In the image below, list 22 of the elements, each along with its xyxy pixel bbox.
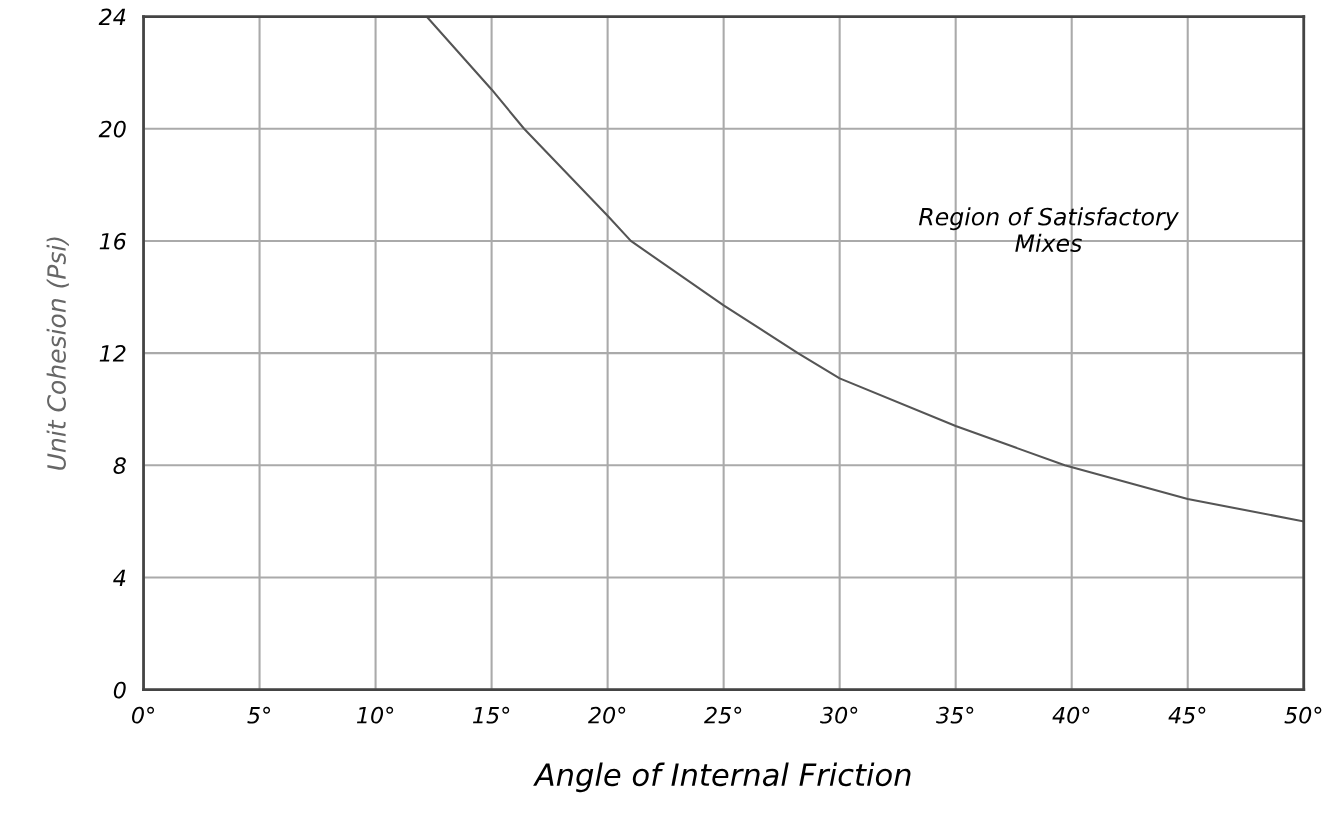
y-tick-label: 24	[98, 8, 126, 25]
x-tick-label: 20°	[588, 706, 626, 724]
x-tick-label: 15°	[472, 706, 510, 724]
x-tick-label: 0°	[132, 706, 155, 724]
y-tick-label: 4	[113, 569, 126, 586]
y-axis-title: Unit Cohesion (Psi)	[46, 237, 69, 470]
y-tick-label: 20	[98, 120, 126, 138]
y-tick-label: 12	[99, 345, 126, 362]
annotation: Region of Satisfactory Mixes	[918, 207, 1179, 253]
line-series	[425, 16, 1304, 523]
x-axis-title: Angle of Internal Friction	[533, 762, 911, 793]
x-tick-label: 50°	[1284, 706, 1322, 724]
x-tick-label: 10°	[356, 706, 394, 724]
y-tick-label: 0	[113, 681, 126, 699]
x-tick-label: 5°	[247, 706, 271, 724]
x-tick-label: 45°	[1168, 706, 1206, 724]
x-tick-label: 25°	[704, 706, 742, 724]
x-tick-label: 35°	[936, 706, 974, 724]
y-tick-label: 16	[99, 232, 126, 250]
x-tick-label: 30°	[820, 706, 858, 724]
y-tick-label: 8	[113, 457, 126, 475]
x-tick-label: 40°	[1052, 706, 1090, 724]
